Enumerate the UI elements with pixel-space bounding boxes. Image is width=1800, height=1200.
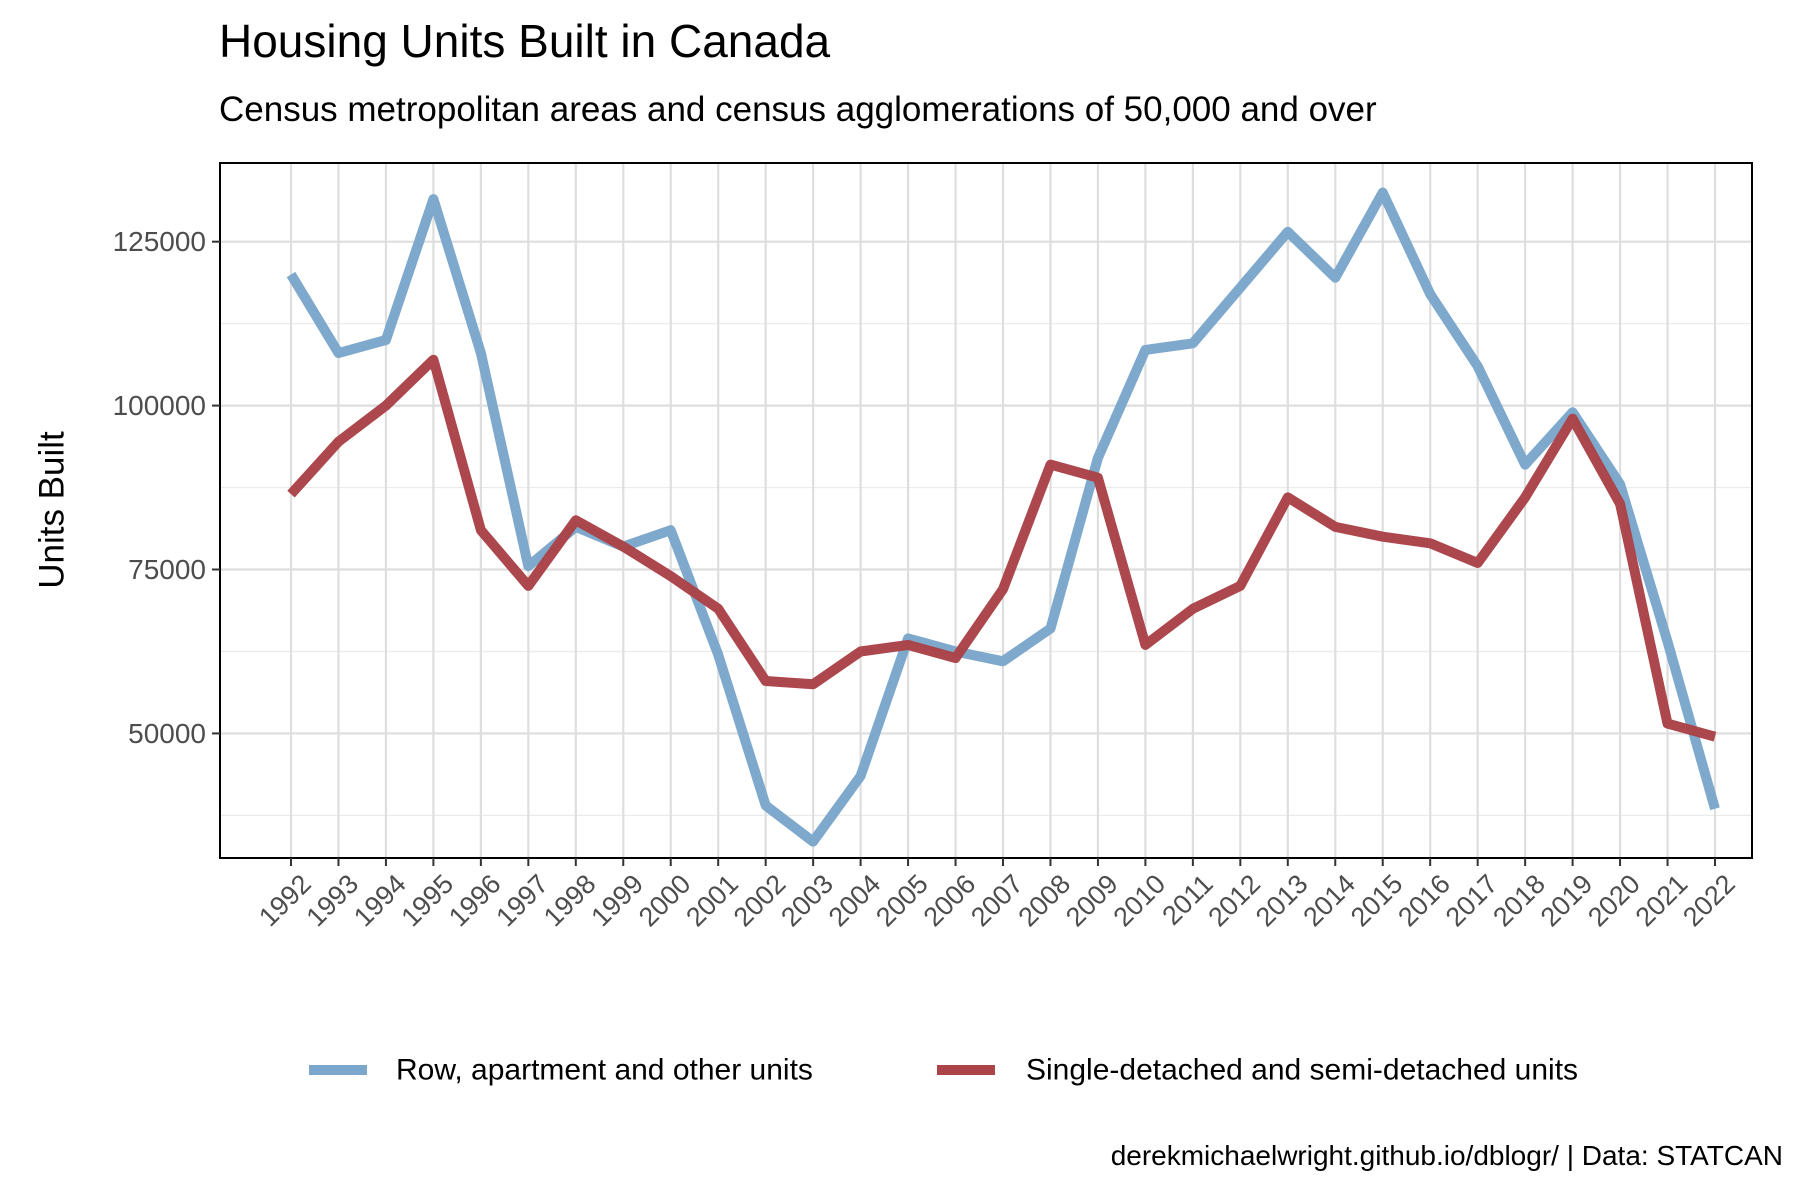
y-tick-label: 100000 — [113, 390, 206, 421]
x-tick-label: 2002 — [728, 869, 792, 933]
y-axis-ticks: 50000 75000 100000 125000 — [113, 226, 220, 749]
x-tick-label: 2004 — [823, 869, 887, 933]
legend-label: Single-detached and semi-detached units — [1026, 1054, 1578, 1087]
chart-title: Housing Units Built in Canada — [219, 15, 831, 67]
x-tick-label: 1998 — [538, 869, 602, 933]
x-tick-label: 2001 — [680, 869, 744, 933]
y-tick-label: 75000 — [128, 554, 206, 585]
x-tick-label: 2014 — [1297, 869, 1361, 933]
x-tick-label: 2007 — [965, 869, 1029, 933]
x-tick-label: 1995 — [396, 869, 460, 933]
series-line-2 — [287, 354, 1717, 742]
x-tick-label: 2015 — [1345, 869, 1409, 933]
legend-label: Row, apartment and other units — [396, 1054, 813, 1087]
x-tick-label: 2011 — [1156, 869, 1218, 931]
y-tick-label: 50000 — [128, 718, 206, 749]
x-tick-label: 1993 — [301, 869, 365, 933]
x-tick-label: 2016 — [1392, 869, 1456, 933]
x-tick-label: 2003 — [775, 869, 839, 933]
x-tick-label: 2009 — [1060, 869, 1124, 933]
y-axis-label: Units Built — [33, 431, 72, 589]
x-tick-label: 2022 — [1677, 869, 1741, 933]
x-tick-label: 1994 — [348, 869, 412, 933]
x-tick-label: 2010 — [1108, 869, 1172, 933]
x-tick-label: 1992 — [253, 869, 317, 933]
major-gridlines — [220, 163, 1752, 858]
x-tick-label: 2008 — [1013, 869, 1077, 933]
x-tick-label: 2006 — [918, 869, 982, 933]
x-tick-label: 2018 — [1487, 869, 1551, 933]
x-tick-label: 2019 — [1535, 869, 1599, 933]
plot-panel-border — [219, 162, 1753, 859]
y-tick-label: 125000 — [113, 226, 206, 257]
x-tick-label: 2000 — [633, 869, 697, 933]
x-tick-label: 2021 — [1630, 869, 1694, 933]
x-tick-label: 1996 — [443, 869, 507, 933]
x-tick-label: 2005 — [870, 869, 934, 933]
x-tick-label: 1999 — [585, 869, 649, 933]
chart-subtitle: Census metropolitan areas and census agg… — [219, 90, 1377, 129]
series-line-1 — [286, 187, 1720, 847]
x-axis-ticks: 1992199319941995199619971998199920002001… — [253, 858, 1741, 932]
x-tick-label: 2017 — [1440, 869, 1504, 933]
legend: Row, apartment and other units Single-det… — [309, 1054, 1578, 1087]
x-tick-label: 2013 — [1250, 869, 1314, 933]
x-tick-label: 2012 — [1202, 869, 1266, 933]
series-lines — [286, 187, 1720, 847]
x-tick-label: 2020 — [1582, 869, 1646, 933]
caption: derekmichaelwright.github.io/dblogr/ | D… — [1110, 1140, 1783, 1171]
x-tick-label: 1997 — [490, 869, 554, 933]
